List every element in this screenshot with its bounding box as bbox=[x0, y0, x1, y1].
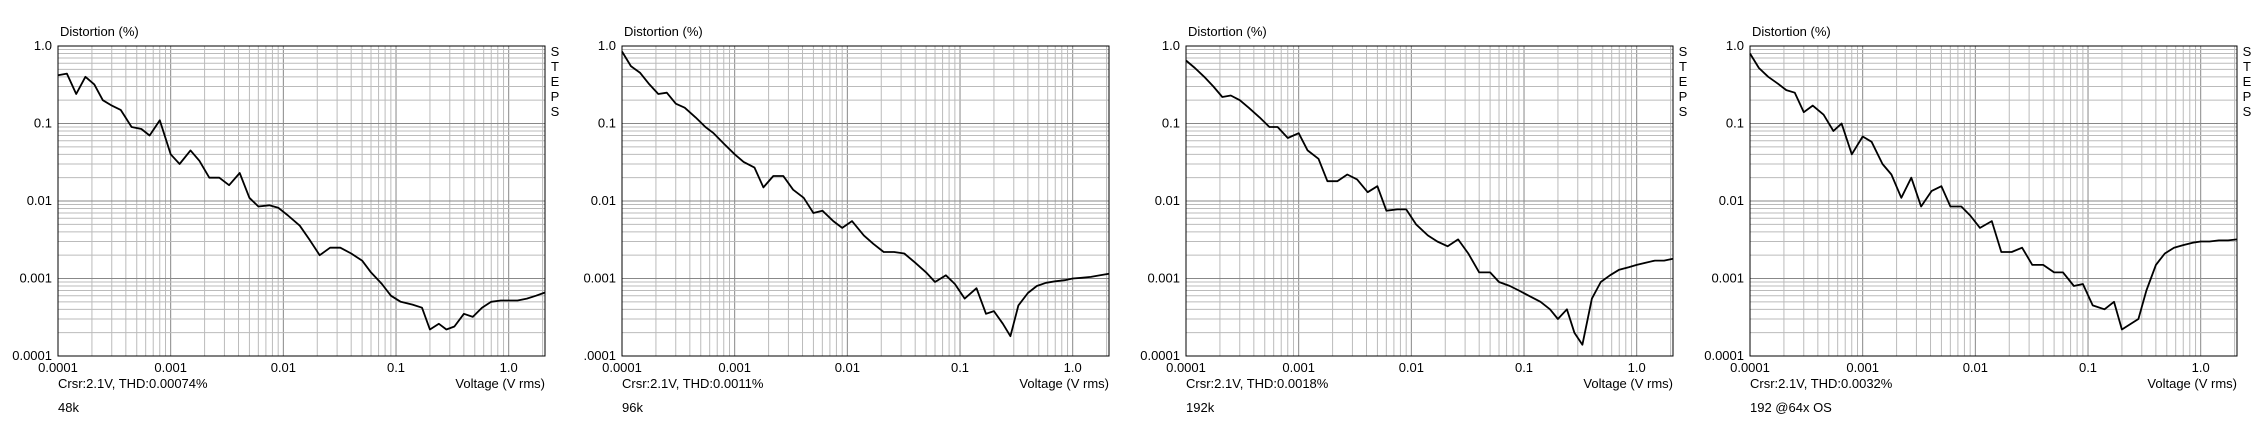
steps-letter: S bbox=[551, 44, 560, 59]
plot-frame bbox=[1749, 45, 2238, 357]
steps-letter: S bbox=[1679, 44, 1688, 59]
steps-letter: S bbox=[2243, 104, 2252, 119]
y-tick-label: 0.1 bbox=[598, 116, 616, 131]
y-tick-label: 0.01 bbox=[27, 193, 52, 208]
plot-grid bbox=[1185, 45, 1673, 357]
x-tick-label: 1.0 bbox=[500, 360, 518, 375]
steps-letter: T bbox=[1679, 59, 1687, 74]
x-tick-label: 0.0001 bbox=[38, 360, 78, 375]
plot-frame bbox=[621, 45, 1110, 357]
y-tick-label: .0001 bbox=[583, 348, 616, 363]
x-tick-label: 1.0 bbox=[2192, 360, 2210, 375]
cursor-readout: Crsr:2.1V, THD:0.0032% bbox=[1750, 376, 1893, 391]
y-tick-label: 1.0 bbox=[598, 38, 616, 53]
steps-letter: E bbox=[2243, 74, 2252, 89]
x-tick-label: 0.1 bbox=[2079, 360, 2097, 375]
x-tick-label: 1.0 bbox=[1064, 360, 1082, 375]
steps-letter: E bbox=[1679, 74, 1688, 89]
y-tick-label: 1.0 bbox=[34, 38, 52, 53]
x-tick-label: 0.0001 bbox=[1166, 360, 1206, 375]
plot-grid bbox=[621, 45, 1109, 357]
steps-letter: T bbox=[2243, 59, 2251, 74]
x-axis-title: Voltage (V rms) bbox=[1583, 376, 1673, 391]
y-tick-label: 0.01 bbox=[1155, 193, 1180, 208]
x-tick-label: 0.01 bbox=[835, 360, 860, 375]
thd-series-line bbox=[57, 72, 546, 331]
chart-caption: 48k bbox=[58, 400, 79, 415]
x-tick-label: 0.01 bbox=[1399, 360, 1424, 375]
x-axis-title: Voltage (V rms) bbox=[2147, 376, 2237, 391]
cursor-readout: Crsr:2.1V, THD:0.0011% bbox=[622, 376, 764, 391]
x-tick-label: 0.1 bbox=[951, 360, 969, 375]
x-tick-label: 0.001 bbox=[154, 360, 187, 375]
y-axis-title: Distortion (%) bbox=[1752, 24, 1831, 39]
steps-letter: S bbox=[2243, 44, 2252, 59]
plot-frame bbox=[57, 45, 546, 357]
x-tick-label: 0.0001 bbox=[602, 360, 642, 375]
chart-caption: 96k bbox=[622, 400, 643, 415]
x-tick-label: 0.0001 bbox=[1730, 360, 1770, 375]
y-tick-label: 0.001 bbox=[1711, 271, 1744, 286]
steps-letter: S bbox=[551, 104, 560, 119]
steps-letter: P bbox=[551, 89, 560, 104]
x-axis-title: Voltage (V rms) bbox=[455, 376, 545, 391]
y-tick-label: 0.01 bbox=[591, 193, 616, 208]
x-tick-label: 0.01 bbox=[1963, 360, 1988, 375]
y-axis-title: Distortion (%) bbox=[624, 24, 703, 39]
x-tick-label: 0.001 bbox=[718, 360, 751, 375]
y-tick-label: 0.0001 bbox=[12, 348, 52, 363]
y-tick-label: 0.01 bbox=[1719, 193, 1744, 208]
plot-grid bbox=[1749, 45, 2237, 357]
y-tick-label: 0.001 bbox=[19, 271, 52, 286]
y-tick-label: 0.1 bbox=[34, 116, 52, 131]
chart-panel-2: 1.0 0.1 0.01 0.001 .0001 0.0001 0.001 0.01 0.1 1.… bbox=[564, 0, 1128, 434]
chart-panel-4: 1.0 0.1 0.01 0.001 0.0001 0.0001 0.001 0.01 0.1 1… bbox=[1692, 0, 2256, 434]
steps-letter: S bbox=[1679, 104, 1688, 119]
thd-series-line bbox=[621, 51, 1110, 338]
y-tick-label: 0.0001 bbox=[1704, 348, 1744, 363]
y-tick-label: 0.0001 bbox=[1140, 348, 1180, 363]
x-tick-label: 0.1 bbox=[387, 360, 405, 375]
steps-letter: T bbox=[551, 59, 559, 74]
thd-series-line bbox=[1749, 53, 2238, 331]
cursor-readout: Crsr:2.1V, THD:0.00074% bbox=[58, 376, 208, 391]
y-axis-title: Distortion (%) bbox=[1188, 24, 1267, 39]
x-tick-label: 0.1 bbox=[1515, 360, 1533, 375]
x-tick-label: 1.0 bbox=[1628, 360, 1646, 375]
steps-letter: P bbox=[2243, 89, 2252, 104]
thd-series-line bbox=[1185, 59, 1674, 346]
x-tick-label: 0.001 bbox=[1282, 360, 1315, 375]
chart-panel-1: 1.0 0.1 0.01 0.001 0.0001 0.0001 0.001 0.01 0.1 1… bbox=[0, 0, 564, 434]
y-tick-label: 0.1 bbox=[1162, 116, 1180, 131]
cursor-readout: Crsr:2.1V, THD:0.0018% bbox=[1186, 376, 1329, 391]
y-tick-label: 0.001 bbox=[583, 271, 616, 286]
chart-panel-3: 1.0 0.1 0.01 0.001 0.0001 0.0001 0.001 0.01 0.1 1… bbox=[1128, 0, 1692, 434]
x-tick-label: 0.01 bbox=[271, 360, 296, 375]
x-tick-label: 0.001 bbox=[1846, 360, 1879, 375]
steps-letter: P bbox=[1679, 89, 1688, 104]
y-tick-label: 1.0 bbox=[1162, 38, 1180, 53]
y-tick-label: 1.0 bbox=[1726, 38, 1744, 53]
y-tick-label: 0.1 bbox=[1726, 116, 1744, 131]
plot-grid bbox=[57, 45, 545, 357]
x-axis-title: Voltage (V rms) bbox=[1019, 376, 1109, 391]
steps-letter: E bbox=[551, 74, 560, 89]
y-tick-label: 0.001 bbox=[1147, 271, 1180, 286]
y-axis-title: Distortion (%) bbox=[60, 24, 139, 39]
plot-frame bbox=[1185, 45, 1674, 357]
chart-caption: 192 @64x OS bbox=[1750, 400, 1832, 415]
chart-caption: 192k bbox=[1186, 400, 1215, 415]
